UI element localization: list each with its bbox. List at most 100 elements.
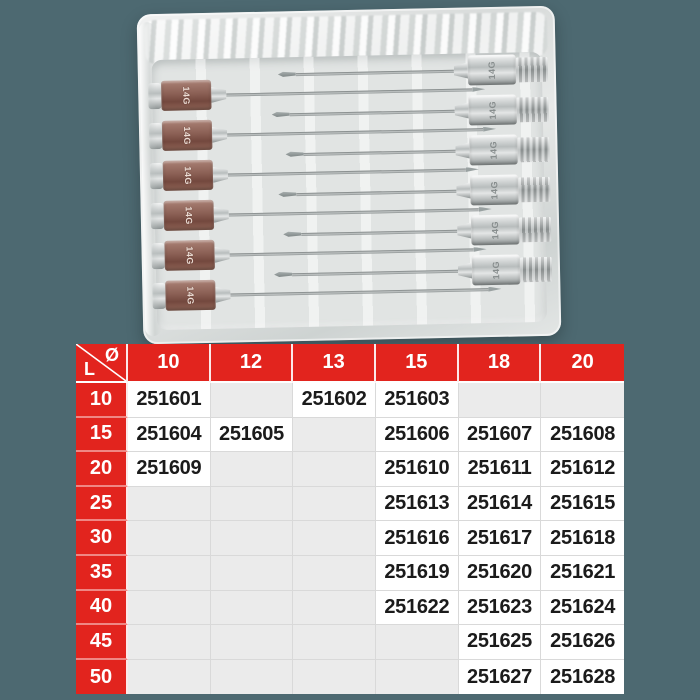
needle-tip [274,271,292,277]
gauge-label: 14G [181,86,192,105]
needle-shaft [295,69,454,76]
needle-pack-photo: 14G 14G 14G [136,5,562,345]
needle-collar [454,62,468,78]
needle-tip [272,111,290,117]
table-cell: 251627 [458,659,542,695]
needle-tip [283,231,301,237]
needle-luer [517,136,550,162]
column-header: 15 [375,344,459,383]
needle-hub: 14G [471,254,521,286]
needle-tip [479,207,492,212]
gauge-label: 14G [183,205,195,225]
needle-shaft [296,189,457,196]
diameter-symbol: Ø [104,345,119,365]
needle-hub: 14G [160,79,212,111]
gauge-label: 14G [488,140,499,160]
needle-left: 14G [285,134,550,170]
table-cell [375,659,459,695]
needle-luer [518,176,551,202]
row-label: 45 [76,625,128,660]
column-header: 13 [293,344,376,383]
needle-shaft [301,229,458,236]
needle-tip [488,286,501,291]
table-cell [210,521,294,556]
needle-shaft [228,207,479,217]
row-label: 25 [76,486,128,522]
needle-flange [151,242,165,270]
column-header: 20 [541,344,624,383]
needle-flange [148,82,162,110]
needle-collar [213,167,228,183]
gauge-label: 14G [182,166,194,185]
table-cell: 251618 [541,521,624,556]
table-cell: 251606 [375,417,459,453]
table-cell: 251615 [541,486,624,522]
table-cell: 251626 [541,625,624,660]
needle-shaft [227,168,466,177]
needle-collar [457,222,471,238]
table-cell: 251610 [375,452,459,487]
needle-luer [519,256,553,282]
table-cell: 251602 [293,383,376,418]
needle-left: 14G [278,54,549,90]
needle-shaft [230,287,489,297]
table-cell [210,555,294,591]
table-cell [210,452,294,487]
needle-hub: 14G [162,159,214,191]
table-cell: 251621 [541,555,624,591]
needle-flange [148,122,163,150]
row-label: 30 [76,521,128,556]
needle-left: 14G [271,94,549,130]
needle-luer [515,56,549,82]
table-cell [210,590,294,626]
needle-left: 14G [274,254,553,290]
table-cell [128,521,211,556]
column-header: 12 [210,344,294,383]
needle-hub: 14G [164,239,215,271]
table-cell: 251608 [541,417,624,453]
row-label: 35 [76,555,128,591]
needle-tip [474,247,487,252]
product-code-table: Ø L 10 12 13 15 18 20 10 251601 251602 251603 15 25… [76,344,624,695]
gauge-label: 14G [486,60,498,80]
needle-tip [285,151,303,157]
needle-hub: 14G [165,279,216,311]
table-cell: 251619 [375,555,459,591]
needle-flange [149,162,164,190]
needle-tip [278,71,296,77]
needle-shaft [229,247,474,257]
table-cell: 251624 [541,590,624,626]
gauge-label: 14G [185,285,196,305]
table-cell: 251613 [375,486,459,522]
needle-collar [455,142,469,158]
needle-tip [278,191,296,197]
table-cell: 251612 [541,452,624,487]
table-cell [293,590,376,626]
table-cell [293,625,376,660]
needle-collar [456,182,470,198]
table-cell: 251623 [458,590,542,626]
column-header: 10 [128,344,211,383]
table-cell: 251614 [458,486,542,522]
needle-shaft [292,269,459,276]
table-cell: 251616 [375,521,459,556]
needle-collar [458,262,472,278]
needle-luer [516,96,549,122]
gauge-label: 14G [489,180,500,200]
table-cell [458,383,542,418]
needle-hub: 14G [468,94,517,126]
table-cell: 251625 [458,625,542,660]
gauge-label: 14G [184,245,195,265]
table-cell: 251605 [210,417,294,453]
table-cell: 251601 [128,383,211,418]
table-cell: 251611 [458,452,542,487]
table-cell [210,383,294,418]
gauge-label: 14G [490,260,502,280]
row-label: 50 [76,659,128,695]
table-cell [128,555,211,591]
table-cell [293,659,376,695]
table-cell: 251617 [458,521,542,556]
needle-hub: 14G [469,134,518,166]
needle-shaft [303,149,456,156]
